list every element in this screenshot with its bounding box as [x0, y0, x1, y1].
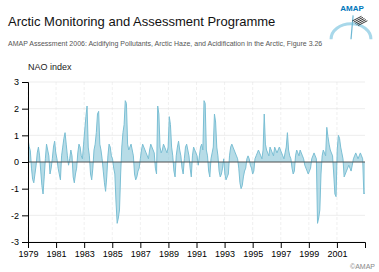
- x-tick-label: 1979: [18, 249, 38, 259]
- y-tick-mark: [22, 82, 28, 83]
- logo-mast: [351, 15, 353, 39]
- x-tick: 1983: [75, 242, 95, 259]
- y-tick-label: 2: [14, 104, 19, 114]
- logo-stripe: [358, 21, 367, 26]
- y-tick: -1: [11, 184, 28, 194]
- y-tick: -3: [11, 237, 28, 247]
- y-tick-label: -1: [11, 184, 19, 194]
- x-tick-label: 1989: [159, 249, 179, 259]
- x-tick-mark: [140, 242, 141, 248]
- x-tick: 1985: [103, 242, 123, 259]
- grid: [28, 82, 365, 242]
- plot: 1979 1981 1983 1985 1987 1989 1991 1993 1995 1997…: [11, 77, 366, 259]
- y-tick: -2: [11, 211, 28, 221]
- zero-line: [28, 162, 365, 163]
- y-tick: 1: [14, 131, 28, 141]
- x-tick-mark: [309, 242, 310, 248]
- copyright: ©AMAP: [350, 263, 375, 270]
- line: [28, 101, 365, 224]
- y-tick-mark: [22, 189, 28, 190]
- x-tick: 1979: [18, 242, 38, 259]
- x-tick: 1989: [159, 242, 179, 259]
- title: Arctic Monitoring and Assessment Program…: [8, 14, 275, 29]
- y-tick-label: 1: [14, 131, 19, 141]
- x-tick-label: 1987: [131, 249, 151, 259]
- x-axis: 1979 1981 1983 1985 1987 1989 1991 1993 1995 1997…: [18, 242, 365, 259]
- x-tick: 1981: [47, 242, 67, 259]
- x-tick: 1995: [243, 242, 263, 259]
- y-tick-label: -2: [11, 211, 19, 221]
- y-tick-mark: [22, 109, 28, 110]
- x-tick-mark: [168, 242, 169, 248]
- x-tick-mark: [197, 242, 198, 248]
- y-tick: 0: [14, 157, 28, 167]
- x-tick-label: 2001: [327, 249, 347, 259]
- y-tick: 2: [14, 104, 28, 114]
- x-tick-mark: [84, 242, 85, 248]
- x-tick-label: 1997: [271, 249, 291, 259]
- y-tick-label: 3: [14, 77, 19, 87]
- y-tick-mark: [22, 135, 28, 136]
- subtitle: AMAP Assessment 2006: Acidifying Polluta…: [8, 40, 322, 48]
- x-tick-mark: [337, 242, 338, 248]
- marks: [28, 101, 365, 224]
- x-tick-label: 1983: [75, 249, 95, 259]
- x-tick-label: 1981: [47, 249, 67, 259]
- chart: Arctic Monitoring and Assessment Program…: [0, 0, 379, 272]
- y-axis-line: [22, 83, 29, 243]
- y-label: NAO index: [28, 62, 72, 72]
- x-axis-line: [29, 243, 366, 249]
- x-tick-mark: [281, 242, 282, 248]
- y-tick-mark: [22, 162, 28, 163]
- x-tick-mark: [112, 242, 113, 248]
- x-tick: 1987: [131, 242, 151, 259]
- x-tick: 1997: [271, 242, 291, 259]
- y-grid-line: [28, 162, 365, 163]
- y-axis: -3 -2 -1 0 1 2 3: [11, 77, 29, 247]
- x-tick-mark: [225, 242, 226, 248]
- x-tick: 1991: [187, 242, 207, 259]
- y-tick-label: 0: [14, 157, 19, 167]
- x-tick-label: 1985: [103, 249, 123, 259]
- area: [28, 101, 365, 224]
- y-tick: 3: [14, 77, 28, 87]
- y-tick-label: -3: [11, 237, 19, 247]
- x-tick-label: 1999: [299, 249, 319, 259]
- y-tick-mark: [22, 242, 28, 243]
- x-tick-mark: [56, 242, 57, 248]
- y-tick-mark: [22, 215, 28, 216]
- logo-text: AMAP: [340, 4, 364, 13]
- x-tick: 1999: [299, 242, 319, 259]
- x-tick: 1993: [215, 242, 235, 259]
- x-tick-label: 1991: [187, 249, 207, 259]
- x-tick-label: 1993: [215, 249, 235, 259]
- x-tick: 2001: [327, 242, 347, 259]
- logo: [331, 15, 371, 39]
- x-tick-label: 1995: [243, 249, 263, 259]
- x-tick-mark: [253, 242, 254, 248]
